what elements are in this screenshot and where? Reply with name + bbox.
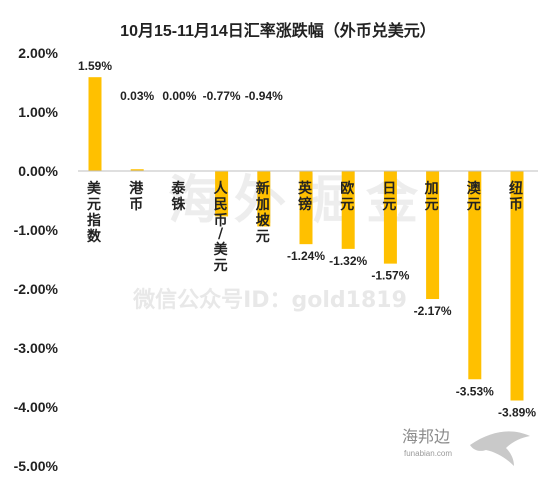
category-label-char: 纽 [509,180,523,197]
category-label-char: 币 [129,197,143,213]
category-label-char: 欧 [340,180,354,197]
logo-english-text: funabian.com [404,449,452,458]
data-label: 0.00% [162,89,196,103]
bar [468,171,482,380]
data-label: -3.89% [498,406,536,420]
y-tick-label: -3.00% [14,340,59,356]
y-tick-label: -2.00% [14,281,59,297]
category-label-char: 元 [382,197,396,213]
category-label: 加元 [424,181,439,213]
data-label: -3.53% [456,384,494,398]
category-label: 泰铢 [170,180,186,213]
category-label-char: 元 [467,197,481,213]
category-label-char: 数 [87,228,102,245]
category-label-char: 元 [425,197,439,213]
category-label-char: 美 [214,241,229,258]
logo-chinese-text: 海邦边 [402,427,450,446]
category-label-char: 元 [87,197,101,213]
category-label-char: 加 [255,197,270,213]
category-label: 港币 [129,180,144,213]
category-label: 日元 [382,181,396,213]
watermark-big-text: 海外掘金 [168,171,432,231]
category-label-char: 泰 [170,180,186,197]
data-label: 1.59% [78,59,112,73]
category-label: 纽币 [509,180,523,213]
category-label-char: 元 [214,258,228,274]
bar [257,171,271,227]
data-labels: 1.59%0.03% 0.00% -0.77% -0.94%-1.24% -1.32%-… [78,59,536,419]
category-label-char: 币 [214,213,228,229]
category-label: 人民币/美元 [214,180,229,274]
data-label: -0.77% [203,89,241,103]
bar [341,171,355,249]
y-tick-label: -4.00% [14,399,59,415]
bar [299,171,313,245]
bird-logo-icon [470,431,530,466]
category-label-char: 英 [297,180,313,197]
data-label: -0.94% [245,89,283,103]
watermark-wechat-id: 微信公众号ID：gold1819 [132,287,407,313]
category-label-char: 镑 [298,196,312,213]
category-label-char: 坡 [256,212,271,229]
site-logo: 海邦边 funabian.com [402,427,530,466]
category-label-char: 美 [87,180,102,197]
category-label-char: 港 [129,180,144,197]
category-label-char: 铢 [171,196,186,213]
y-axis: 2.00% 1.00% 0.00% -1.00% -2.00% -3.00% -4.00% -… [14,45,59,474]
category-label: 英镑 [297,180,313,213]
data-label: -1.32% [329,254,367,268]
category-label-char: 澳 [467,180,482,197]
category-label-char: 日 [382,181,396,197]
category-label-char: 指 [87,212,101,229]
data-label: -2.17% [414,304,452,318]
data-label: -1.24% [287,249,325,263]
y-tick-label: -5.00% [14,458,59,474]
bar [510,171,524,401]
bar [426,171,440,300]
bar [215,171,229,217]
category-label: 新加坡元 [255,180,271,245]
category-label-char: 元 [256,229,270,245]
category-label-char: / [218,226,224,242]
bars [88,77,524,401]
bar [130,169,144,171]
category-label-char: 民 [214,197,228,213]
category-label-char: 新 [256,180,270,197]
bar [383,171,397,264]
category-label-char: 人 [214,180,229,197]
category-label-char: 元 [340,197,354,213]
y-tick-label: -1.00% [14,222,59,238]
category-label: 欧元 [340,180,354,213]
y-tick-label: 1.00% [18,104,58,120]
category-label: 美元指数 [87,180,102,245]
category-label: 澳元 [467,180,482,213]
chart-title: 10月15-11月14日汇率涨跌幅（外币兑美元） [120,21,436,40]
data-label: -1.57% [371,269,409,283]
category-label-char: 币 [509,197,523,213]
data-label: 0.03% [120,89,154,103]
watermark: 海外掘金 微信公众号ID：gold1819 [132,171,432,313]
y-tick-label: 2.00% [18,45,58,61]
bar [88,77,102,171]
y-tick-label: 0.00% [18,163,58,179]
category-label-char: 加 [424,181,439,197]
